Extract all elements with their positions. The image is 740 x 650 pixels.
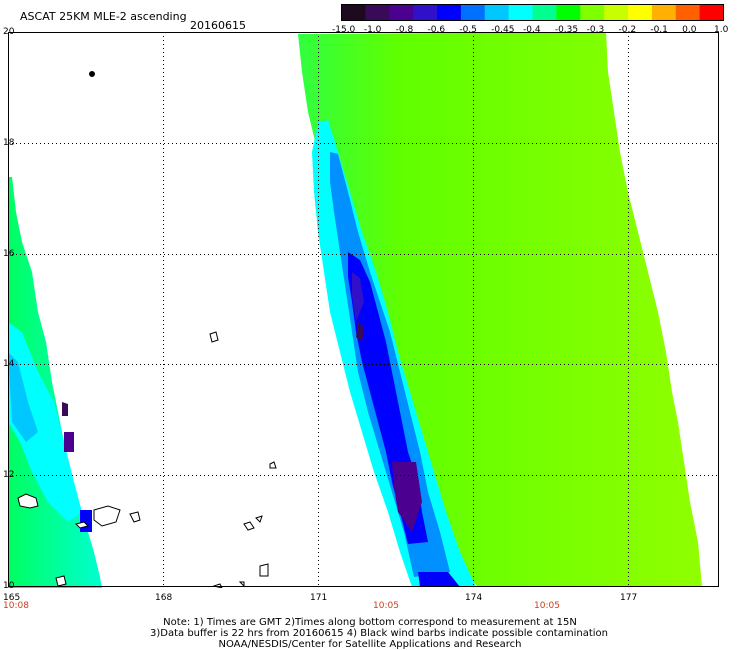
pass-time-label: 10:05 bbox=[534, 601, 560, 611]
map-panel bbox=[8, 32, 719, 588]
colorbar-swatch bbox=[341, 4, 366, 21]
colorbar-label: -0.6 bbox=[427, 25, 446, 35]
colorbar-label: -1.0 bbox=[363, 25, 382, 35]
latitude-label: 20 bbox=[3, 27, 15, 37]
longitude-label: 168 bbox=[155, 593, 173, 603]
colorbar bbox=[341, 4, 725, 21]
colorbar-label: -0.5 bbox=[459, 25, 477, 35]
lat-lon-grid bbox=[8, 32, 718, 586]
product-title: ASCAT 25KM MLE-2 ascending bbox=[20, 10, 187, 23]
colorbar-label: -0.3 bbox=[586, 25, 605, 35]
colorbar-label: -0.2 bbox=[618, 25, 637, 35]
colorbar-swatch bbox=[413, 4, 438, 21]
footer-note-1: Note: 1) Times are GMT 2)Times along bot… bbox=[163, 617, 577, 628]
latitude-label: 12 bbox=[3, 470, 15, 481]
latitude-label: 16 bbox=[3, 248, 15, 259]
colorbar-swatch bbox=[508, 4, 534, 21]
colorbar-swatch bbox=[484, 4, 510, 21]
colorbar-label: -0.1 bbox=[650, 25, 668, 35]
colorbar-swatch bbox=[365, 4, 390, 21]
colorbar-swatch bbox=[556, 4, 581, 21]
latitude-label: 18 bbox=[3, 137, 15, 148]
coastlines bbox=[17, 71, 277, 588]
longitude-label: 174 bbox=[465, 593, 483, 603]
colorbar-label: 1.0 bbox=[714, 25, 729, 35]
colorbar-swatch bbox=[651, 4, 677, 21]
colorbar-label: -0.8 bbox=[395, 25, 414, 35]
longitude-label: 171 bbox=[310, 593, 328, 603]
colorbar-label: -0.4 bbox=[523, 25, 541, 35]
colorbar-swatch bbox=[675, 4, 701, 21]
colorbar-swatches bbox=[341, 4, 725, 21]
colorbar-swatch bbox=[580, 4, 605, 21]
longitude-label: 177 bbox=[620, 593, 638, 603]
colorbar-swatch bbox=[699, 4, 725, 21]
longitude-label: 165 bbox=[3, 593, 21, 603]
colorbar-label: -0.35 bbox=[554, 25, 579, 35]
colorbar-swatch bbox=[628, 4, 653, 21]
colorbar-label: 0.0 bbox=[682, 25, 697, 35]
footer-note-2: 3)Data buffer is 22 hrs from 20160615 4)… bbox=[150, 628, 608, 639]
colorbar-swatch bbox=[437, 4, 462, 21]
colorbar-swatch bbox=[460, 4, 486, 21]
swath-west bbox=[8, 177, 102, 588]
pass-time-label: 10:08 bbox=[3, 601, 29, 611]
pass-time-label: 10:05 bbox=[373, 601, 399, 611]
latitude-label: 10 bbox=[3, 581, 15, 591]
colorbar-label: -15.0 bbox=[332, 25, 356, 35]
colorbar-swatch bbox=[604, 4, 629, 21]
footer-credit: NOAA/NESDIS/Center for Satellite Applica… bbox=[218, 639, 522, 650]
colorbar-swatch bbox=[532, 4, 557, 21]
colorbar-label: -0.45 bbox=[491, 25, 515, 35]
swath-east bbox=[298, 32, 702, 587]
colorbar-frame bbox=[341, 4, 724, 21]
latitude-label: 14 bbox=[3, 359, 15, 370]
colorbar-swatch bbox=[389, 4, 414, 21]
map-frame bbox=[8, 32, 719, 587]
product-date: 20160615 bbox=[190, 19, 246, 32]
